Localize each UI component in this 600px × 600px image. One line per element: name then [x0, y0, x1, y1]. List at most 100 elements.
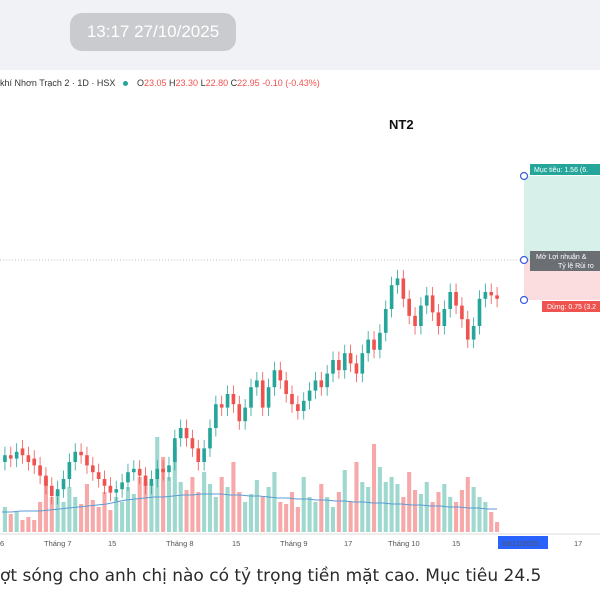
volume-bar	[102, 492, 107, 532]
candle-body	[8, 455, 13, 459]
volume-bar	[172, 447, 177, 532]
candle-body	[243, 407, 247, 422]
volume-bar	[307, 497, 312, 532]
candle-body	[79, 451, 83, 456]
candle-body	[219, 404, 224, 408]
volume-bar	[477, 497, 482, 532]
volume-bar	[73, 497, 78, 532]
volume-bar	[49, 497, 54, 532]
target-zone	[524, 176, 600, 260]
x-tick-label: Tháng 8	[166, 539, 194, 548]
volume-bar	[225, 487, 230, 532]
candle-body	[448, 292, 453, 309]
candle-body	[296, 404, 300, 411]
volume-bar	[377, 467, 382, 532]
candle-body	[155, 468, 160, 479]
stop-handle[interactable]	[519, 295, 529, 305]
candle-body	[436, 312, 441, 326]
candle-body	[319, 380, 324, 388]
volume-bar	[254, 480, 259, 532]
candle-body	[167, 465, 171, 473]
x-tick-label: Tháng 7	[44, 539, 72, 548]
candle-body	[44, 475, 48, 486]
candle-body	[442, 309, 447, 326]
candle-body	[61, 479, 66, 490]
candle-body	[231, 394, 236, 405]
candle-body	[208, 428, 212, 449]
volume-bar	[295, 507, 300, 532]
volume-bar	[84, 484, 90, 532]
candle-body	[249, 387, 253, 408]
candle-body	[272, 370, 277, 388]
candle-body	[266, 387, 271, 408]
candle-body	[290, 394, 294, 405]
candle-body	[325, 373, 329, 388]
volume-bar	[354, 462, 359, 532]
candle-body	[477, 298, 482, 326]
volume-bar	[213, 497, 218, 532]
candle-body	[383, 309, 388, 333]
x-tick-label: Tháng 10	[388, 539, 420, 548]
candle-body	[471, 326, 476, 340]
candle-body	[301, 400, 306, 411]
volume-bar	[32, 520, 37, 532]
entry-handle[interactable]	[519, 255, 529, 265]
volume-bar	[178, 482, 183, 532]
target-handle[interactable]	[519, 171, 529, 181]
candle-body	[38, 465, 42, 476]
candles-layer	[3, 269, 499, 505]
candle-body	[454, 292, 458, 306]
volume-layer	[2, 437, 500, 532]
x-tick-label: 15	[232, 539, 240, 548]
volume-bar	[284, 504, 289, 532]
candle-body	[331, 360, 335, 374]
candle-body	[49, 485, 54, 496]
candle-body	[137, 468, 142, 476]
candle-body	[348, 353, 353, 364]
candle-body	[26, 455, 31, 462]
symbol-name: khí Nhơn Trạch 2 · 1D · HSX	[0, 78, 116, 88]
candle-body	[366, 339, 370, 354]
volume-bar	[137, 477, 142, 532]
volume-bar	[67, 487, 72, 532]
chat-header: 13:17 27/10/2025	[0, 0, 600, 70]
volume-bar	[442, 484, 447, 532]
candle-body	[395, 278, 400, 286]
volume-bar	[96, 507, 101, 532]
candle-body	[389, 285, 394, 309]
volume-bar	[8, 514, 13, 532]
volume-bar	[79, 504, 84, 532]
volume-bar	[26, 517, 31, 532]
volume-bar	[149, 484, 154, 532]
volume-bar	[55, 492, 60, 532]
candle-body	[161, 468, 165, 473]
candle-body	[178, 428, 183, 439]
candle-body	[149, 479, 154, 486]
candle-body	[419, 305, 423, 326]
x-axis-ticks: 6 Tháng 7 15 Tháng 8 15 Tháng 9 17 Tháng 10 15 03…	[0, 539, 582, 548]
candle-body	[120, 482, 124, 490]
candle-body	[407, 298, 412, 316]
volume-bar	[61, 502, 66, 532]
symbol-legend: khí Nhơn Trạch 2 · 1D · HSX O23.05 H23.3…	[0, 78, 320, 92]
volume-bar	[143, 482, 148, 532]
candle-body	[342, 353, 347, 371]
candle-body	[465, 319, 470, 340]
volume-bar	[114, 497, 119, 532]
volume-bar	[389, 477, 394, 532]
volume-bar	[2, 507, 7, 532]
stock-chart: Mục tiêu: 1.56 (6. Mở Lợi nhuận & Tỷ lệ …	[0, 164, 600, 549]
candle-body	[360, 353, 365, 374]
candle-body	[184, 428, 189, 439]
volume-bar	[161, 457, 166, 532]
volume-ma-line	[2, 493, 497, 513]
volume-bar	[319, 484, 324, 532]
volume-bar	[207, 484, 213, 532]
x-tick-label: 03/11/2025	[502, 539, 539, 548]
candle-body	[237, 404, 242, 422]
candle-body	[14, 451, 19, 459]
x-tick-label: Tháng 9	[280, 539, 308, 548]
candle-body	[337, 360, 341, 371]
candle-body	[32, 458, 37, 466]
candle-body	[307, 390, 312, 401]
